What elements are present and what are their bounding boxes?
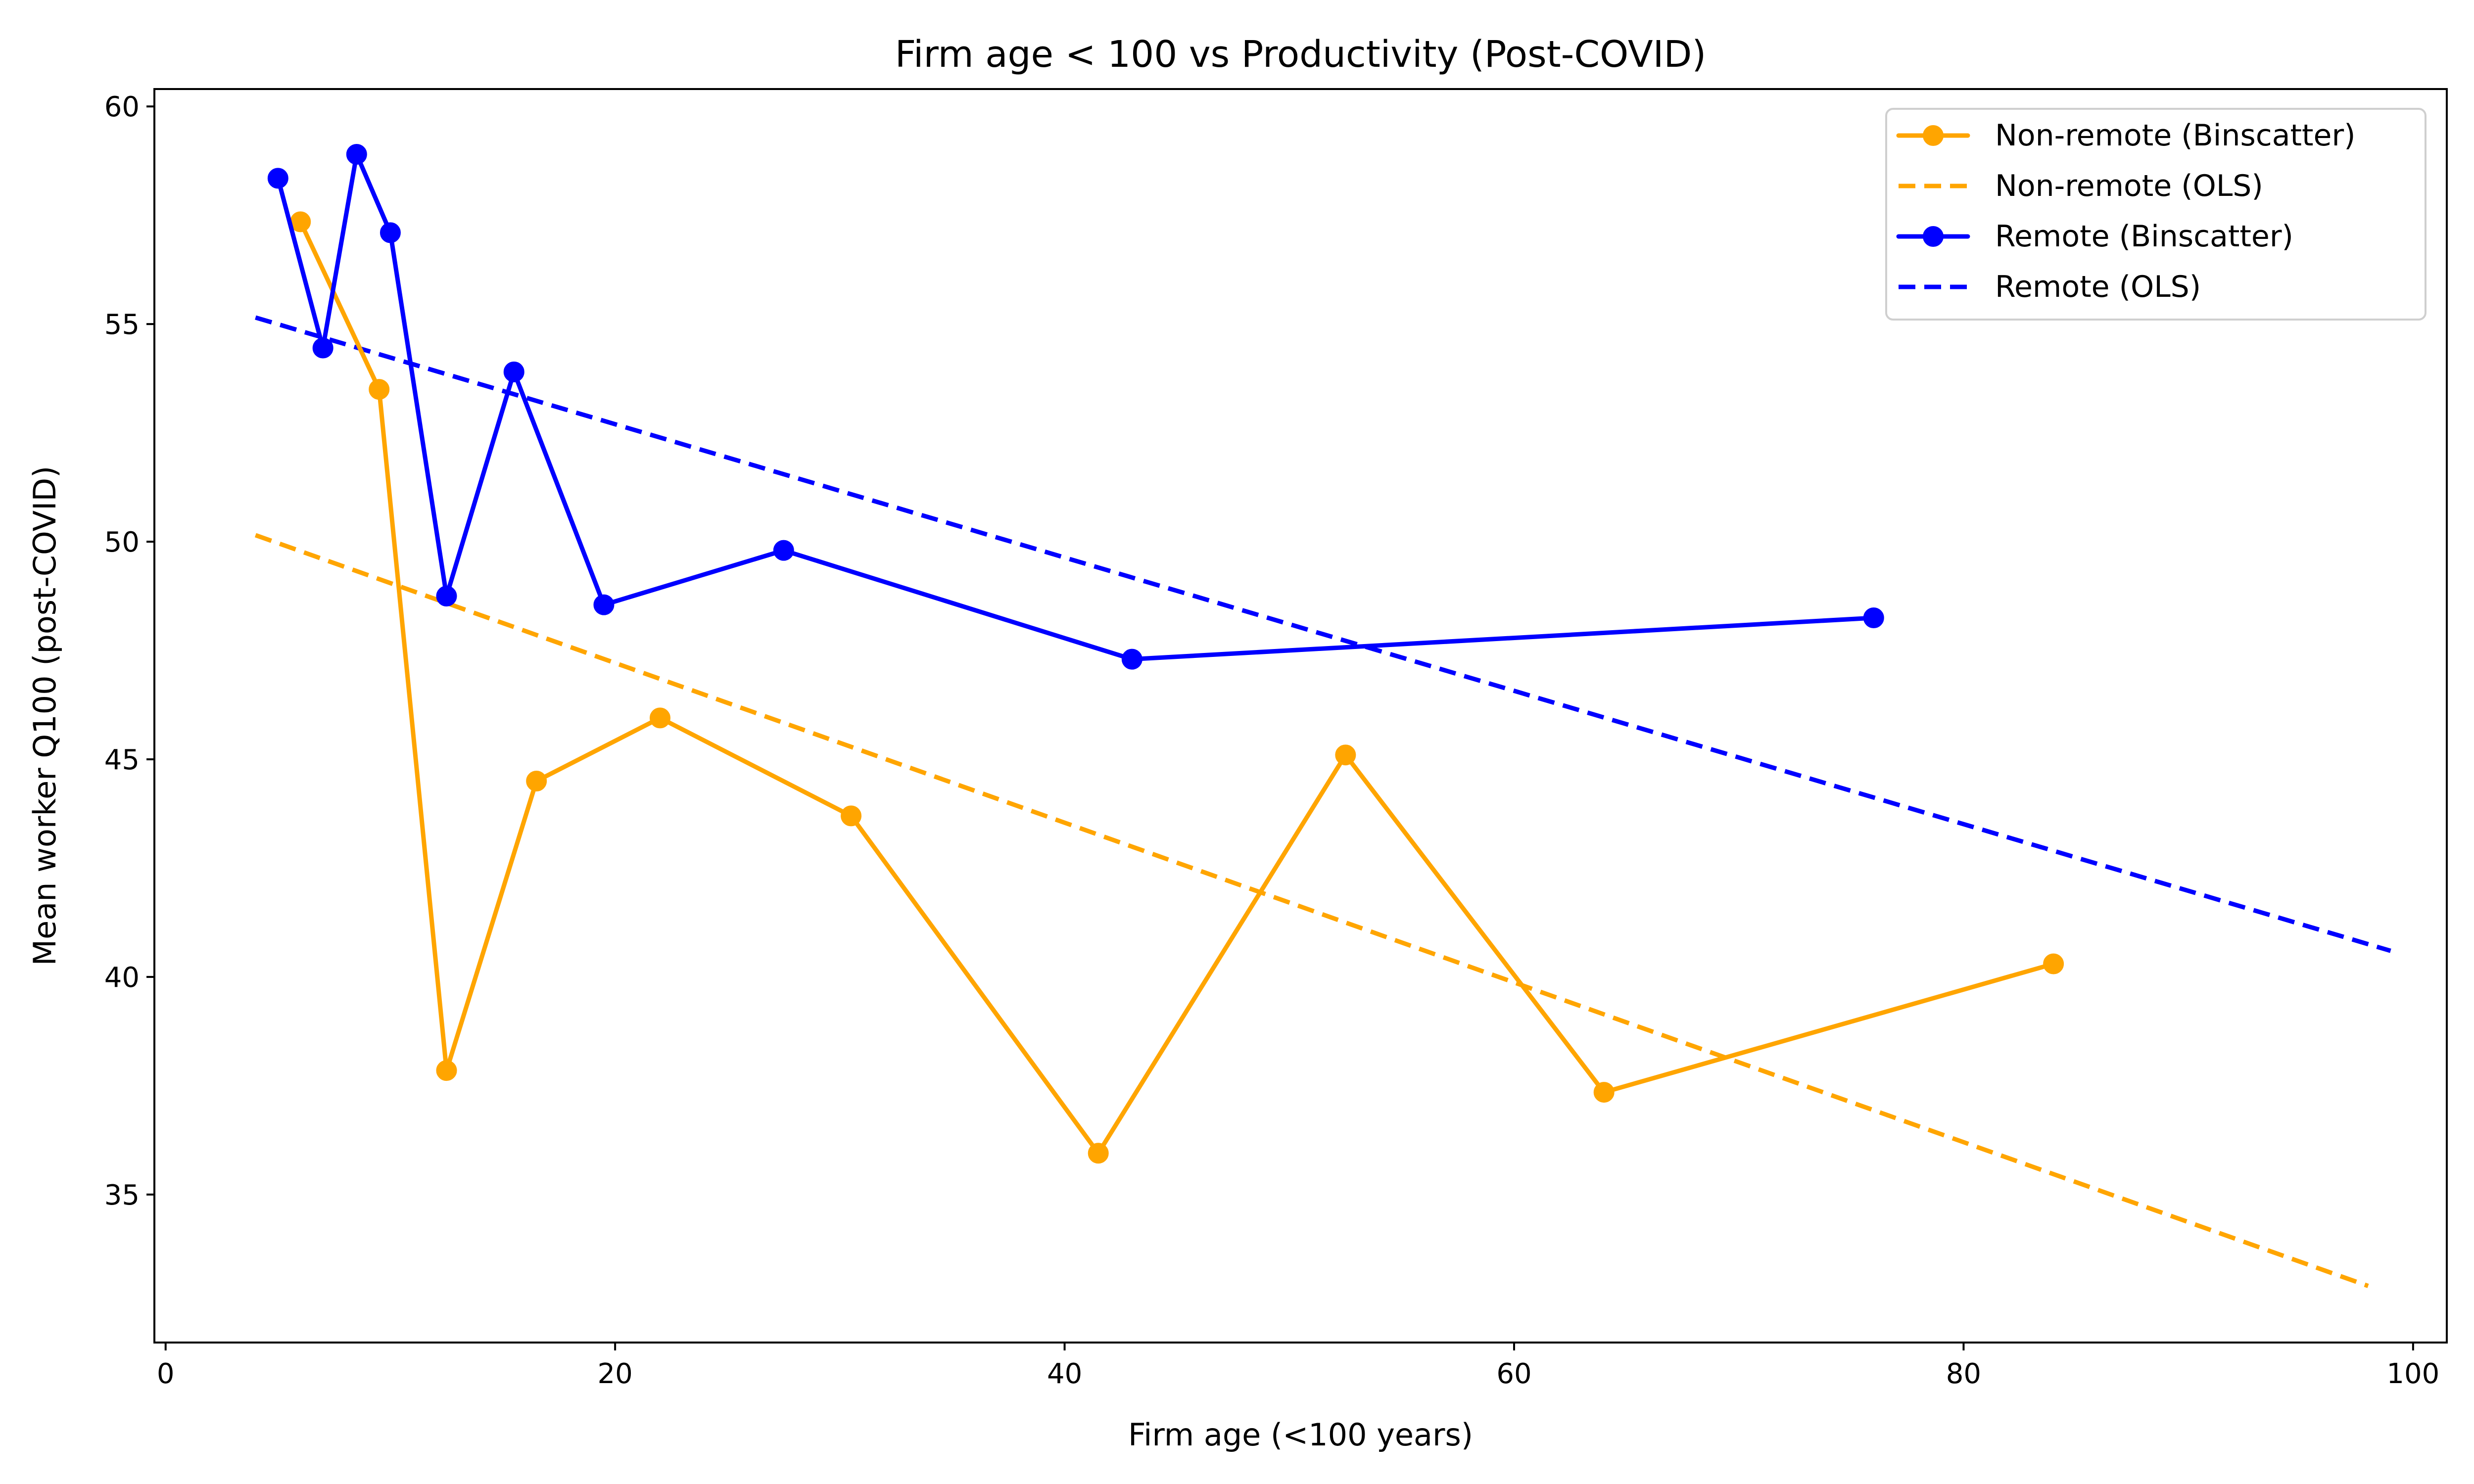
x-tick-label: 60	[1496, 1358, 1531, 1390]
data-point-non-remote-binscatter-3	[436, 1060, 457, 1081]
y-tick-label: 45	[104, 744, 140, 776]
data-point-remote-binscatter-4	[380, 222, 401, 243]
x-tick-label: 0	[157, 1358, 175, 1390]
data-point-remote-binscatter-10	[1863, 607, 1884, 629]
x-tick-label: 40	[1047, 1358, 1082, 1390]
y-tick-label: 50	[104, 526, 140, 558]
data-point-remote-binscatter-2	[312, 337, 333, 359]
data-point-non-remote-binscatter-6	[841, 805, 862, 827]
data-point-non-remote-binscatter-7	[1088, 1143, 1109, 1164]
data-point-non-remote-binscatter-10	[2043, 953, 2064, 974]
data-point-remote-binscatter-8	[773, 540, 794, 561]
legend-label-non-remote-binscatter: Non-remote (Binscatter)	[1995, 118, 2356, 153]
data-point-remote-binscatter-7	[593, 594, 615, 615]
x-tick-label: 20	[598, 1358, 633, 1390]
y-tick-label: 40	[104, 962, 140, 994]
legend-label-remote-ols: Remote (OLS)	[1995, 270, 2201, 304]
ols-line-non-remote-ols	[254, 533, 2369, 1288]
legend-label-non-remote-ols: Non-remote (OLS)	[1995, 169, 2263, 203]
data-point-remote-binscatter-6	[503, 361, 524, 382]
data-point-remote-binscatter-1	[267, 168, 288, 189]
series-line-non-remote-binscatter	[298, 219, 2056, 1156]
x-axis-label: Firm age (<100 years)	[1128, 1417, 1473, 1453]
series-line-remote-binscatter	[276, 152, 1876, 662]
legend-label-remote-binscatter: Remote (Binscatter)	[1995, 219, 2293, 254]
data-point-non-remote-binscatter-2	[369, 379, 390, 400]
data-point-non-remote-binscatter-8	[1335, 744, 1356, 766]
chart-title: Firm age < 100 vs Productivity (Post-COV…	[895, 33, 1707, 76]
legend-box	[1885, 108, 2426, 321]
y-tick-label: 60	[104, 91, 140, 123]
data-point-non-remote-binscatter-5	[649, 707, 670, 729]
y-tick-label: 35	[104, 1179, 140, 1211]
legend: Non-remote (Binscatter) Non-remote (OLS) R…	[1885, 108, 2426, 321]
ols-line-remote-ols	[255, 315, 2391, 953]
plot-frame	[153, 88, 2448, 1344]
data-point-non-remote-binscatter-9	[1593, 1082, 1615, 1103]
data-point-non-remote-binscatter-4	[526, 770, 547, 791]
data-point-remote-binscatter-3	[346, 143, 367, 165]
y-tick-label: 55	[104, 309, 140, 341]
y-axis-label: Mean worker Q100 (post-COVID)	[27, 466, 63, 966]
legend-marker-non-remote-binscatter	[1923, 125, 1944, 146]
data-point-remote-binscatter-9	[1121, 649, 1142, 670]
legend-marker-remote-binscatter	[1923, 226, 1944, 247]
data-point-remote-binscatter-5	[436, 586, 457, 607]
x-tick-label: 80	[1946, 1358, 1981, 1390]
x-tick-label: 100	[2386, 1358, 2439, 1390]
